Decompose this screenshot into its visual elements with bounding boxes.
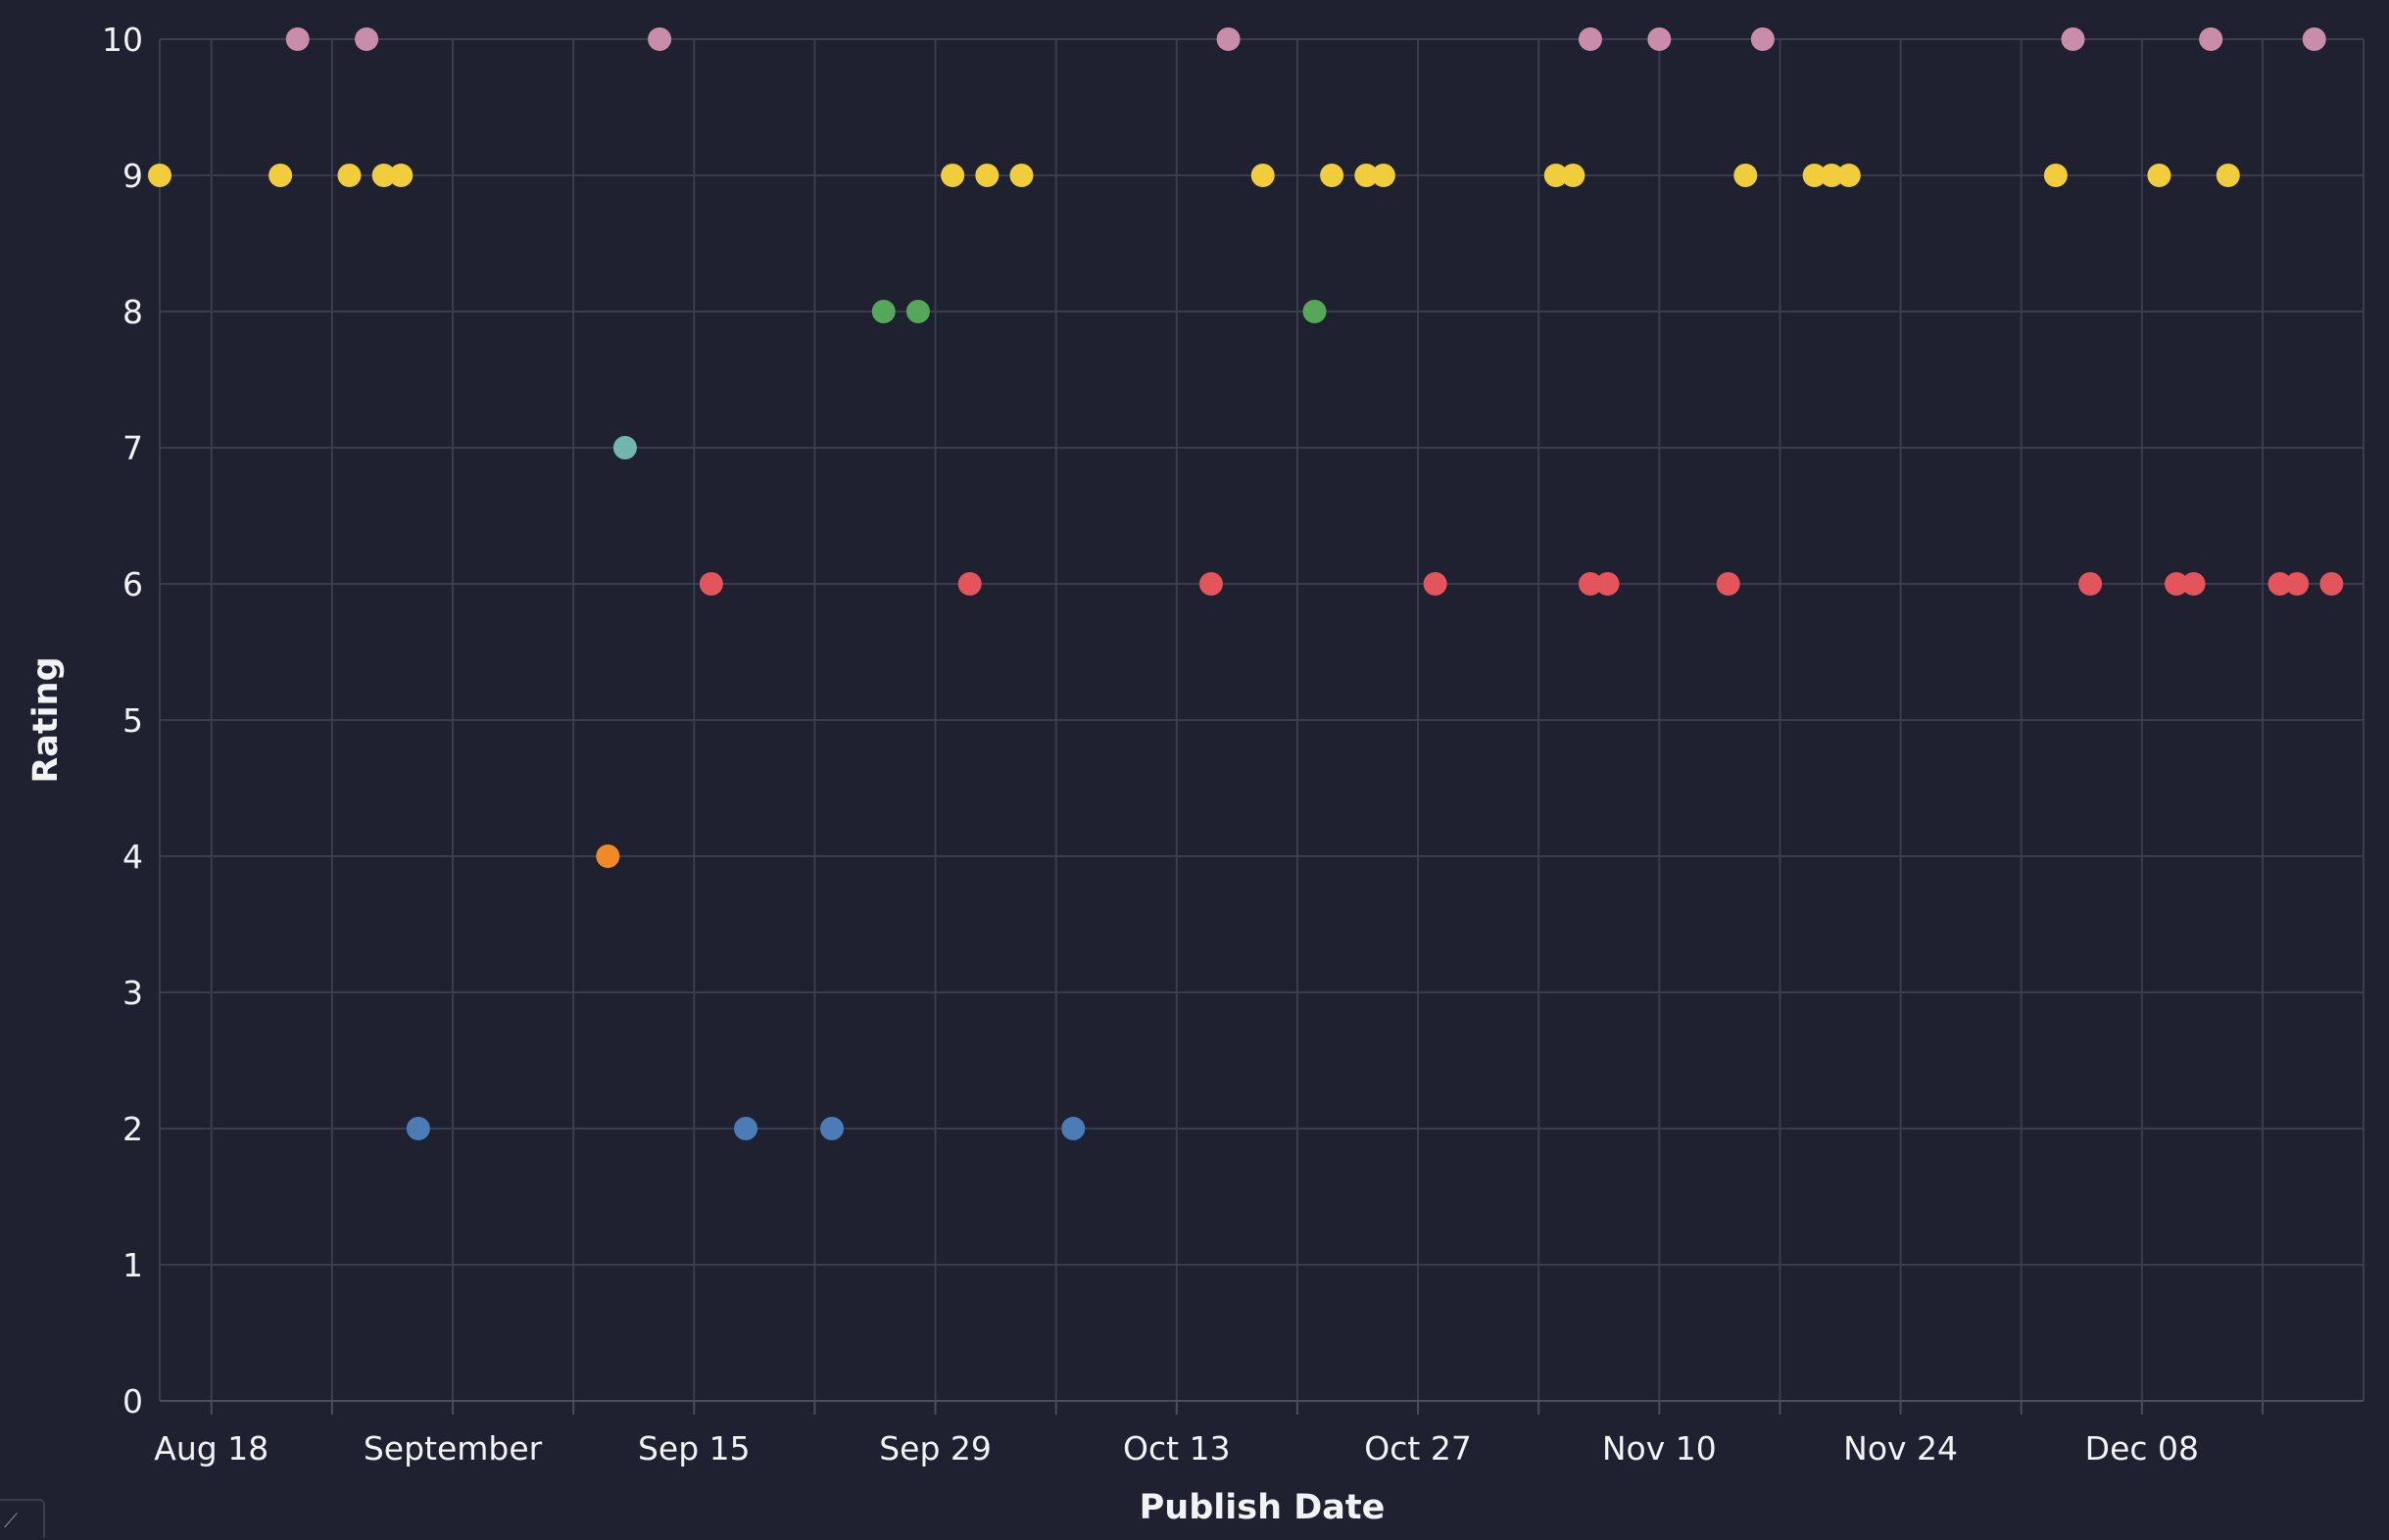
data-point — [389, 164, 414, 187]
data-point — [1423, 572, 1447, 596]
resize-handle[interactable]: ⟋ — [0, 1499, 45, 1538]
y-tick-label: 8 — [122, 293, 143, 331]
data-point — [1820, 164, 1844, 187]
x-axis-ticks: Aug 18 September Sep 15 Sep 29 Oct 13 Oct 27 N… — [154, 1429, 2199, 1468]
y-tick-label: 5 — [122, 701, 143, 740]
data-point — [975, 164, 999, 187]
x-tick-label: Nov 10 — [1602, 1429, 1717, 1468]
data-point — [1354, 164, 1379, 187]
y-tick-label: 3 — [122, 974, 143, 1012]
data-point — [1716, 572, 1740, 596]
resize-icon: ⟋ — [4, 1509, 18, 1532]
data-point — [1750, 27, 1775, 51]
data-point — [1578, 572, 1602, 596]
data-point — [1836, 164, 1861, 187]
data-point — [1250, 164, 1275, 187]
data-point — [871, 300, 896, 323]
y-tick-label: 10 — [102, 21, 143, 59]
data-point — [285, 27, 310, 51]
x-axis-title: Publish Date — [1140, 1488, 1386, 1527]
data-point — [1595, 572, 1620, 596]
data-point — [371, 164, 396, 187]
x-tick-label: Oct 13 — [1123, 1429, 1231, 1468]
data-point — [1733, 164, 1758, 187]
x-tick-label: Sep 29 — [879, 1429, 992, 1468]
data-point — [1561, 164, 1585, 187]
data-point — [1371, 164, 1395, 187]
y-tick-label: 9 — [122, 157, 143, 195]
data-point — [355, 27, 379, 51]
data-point — [337, 164, 362, 187]
data-point — [957, 572, 982, 596]
y-tick-label: 1 — [122, 1246, 143, 1284]
data-point — [1009, 164, 1034, 187]
y-tick-label: 0 — [122, 1382, 143, 1420]
data-point — [1543, 164, 1568, 187]
x-tick-label: Nov 24 — [1843, 1429, 1958, 1468]
y-tick-label: 6 — [122, 565, 143, 603]
data-points — [148, 27, 2344, 1140]
data-point — [734, 1117, 758, 1140]
data-point — [1198, 572, 1223, 596]
data-point — [1061, 1117, 1086, 1140]
data-point — [1302, 300, 1327, 323]
x-tick-label: Sep 15 — [638, 1429, 751, 1468]
data-point — [2285, 572, 2310, 596]
y-tick-label: 2 — [122, 1110, 143, 1148]
data-point — [2319, 572, 2344, 596]
data-point — [596, 844, 620, 868]
data-point — [1320, 164, 1344, 187]
x-tick-label: Aug 18 — [154, 1429, 268, 1468]
data-point — [1216, 27, 1241, 51]
data-point — [268, 164, 293, 187]
data-point — [2043, 164, 2068, 187]
x-tick-label: Dec 08 — [2085, 1429, 2199, 1468]
x-tick-label: September — [364, 1429, 543, 1468]
x-tick-label: Oct 27 — [1364, 1429, 1472, 1468]
data-point — [648, 27, 672, 51]
data-point — [1578, 27, 1602, 51]
y-axis-title: Rating — [26, 656, 66, 783]
data-point — [2181, 572, 2206, 596]
data-point — [2078, 572, 2103, 596]
data-point — [2199, 27, 2223, 51]
data-point — [2165, 572, 2189, 596]
data-point — [2216, 164, 2240, 187]
grid — [160, 38, 2364, 1402]
data-point — [612, 436, 637, 459]
data-point — [2147, 164, 2171, 187]
data-point — [699, 572, 723, 596]
data-point — [905, 300, 930, 323]
data-point — [2061, 27, 2085, 51]
y-axis-ticks: 0 1 2 3 4 5 6 7 8 9 10 — [102, 21, 143, 1420]
data-point — [1647, 27, 1672, 51]
axes — [159, 39, 2365, 1415]
data-point — [148, 164, 171, 187]
data-point — [820, 1117, 845, 1140]
data-point — [1802, 164, 1827, 187]
data-point — [941, 164, 965, 187]
data-point — [2267, 572, 2292, 596]
y-tick-label: 4 — [122, 838, 143, 876]
y-tick-label: 7 — [122, 429, 143, 467]
data-point — [406, 1117, 430, 1140]
data-point — [2302, 27, 2326, 51]
